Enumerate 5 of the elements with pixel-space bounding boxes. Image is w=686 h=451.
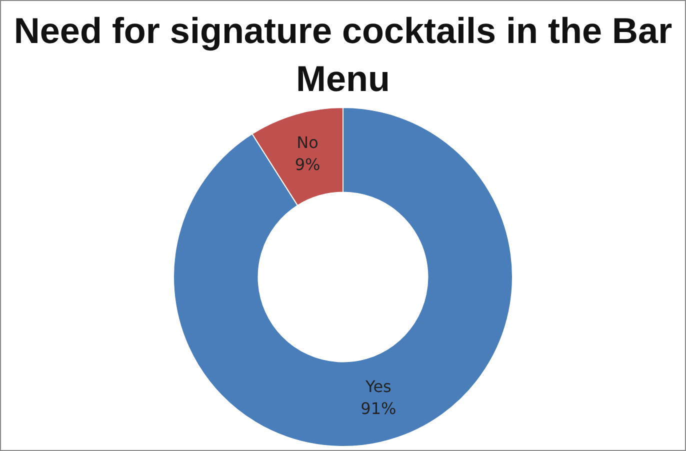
data-label: 91% <box>360 399 396 418</box>
chart-title: Need for signature cocktails in the Bar Menu <box>13 9 673 101</box>
slice-label: Yes <box>364 377 392 396</box>
slice-label: No <box>296 133 318 152</box>
data-label: 9% <box>294 155 320 174</box>
